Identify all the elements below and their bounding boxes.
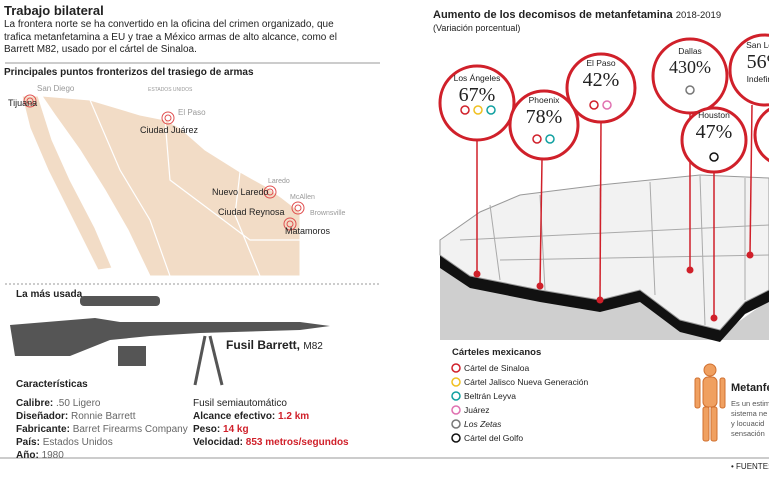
city: Matamoros — [285, 226, 331, 236]
legend-label: Los Zetas — [464, 419, 502, 429]
spec-label: Peso: — [193, 424, 221, 435]
spec-row: Diseñador: Ronnie Barrett — [16, 410, 188, 423]
spec-label: Velocidad: — [193, 437, 244, 448]
map-title: Principales puntos fronterizos del trasi… — [4, 67, 254, 78]
spec-value: .50 Ligero — [56, 398, 101, 409]
legend-title: Cárteles mexicanos — [452, 347, 542, 358]
side-line: sensación — [731, 429, 765, 438]
spec-row: Peso: 14 kg — [193, 423, 349, 436]
side-line: sistema ne — [731, 409, 768, 418]
rifle-heading: La más usada — [16, 289, 83, 300]
rifle — [10, 296, 330, 386]
callout-value: 67% — [458, 84, 496, 106]
legend-label: Cártel Jalisco Nueva Generación — [464, 377, 589, 387]
legend-label: Cártel del Golfo — [464, 433, 524, 443]
spec-value: Barret Firearms Company — [72, 424, 188, 435]
city: San Diego — [37, 84, 75, 93]
spec-label: Año: — [16, 450, 39, 461]
city: Ciudad Reynosa — [218, 207, 285, 217]
spec-label: Diseñador: — [16, 411, 69, 422]
callout-value: 47% — [695, 121, 733, 143]
city: Laredo — [268, 178, 290, 185]
spec-row: Fabricante: Barret Firearms Company — [16, 423, 188, 436]
city: Brownsville — [310, 210, 346, 217]
city: El Paso — [178, 108, 206, 117]
callout-city: Houston — [698, 110, 730, 120]
spec-value: Ronnie Barrett — [71, 411, 136, 422]
body-figure — [694, 363, 726, 442]
title: Trabajo bilateral — [4, 3, 104, 18]
callout-circles — [438, 33, 769, 174]
spec-label: Fabricante: — [16, 424, 70, 435]
cartel-dots — [460, 85, 719, 162]
legend-label: Beltrán Leyva — [464, 391, 516, 401]
callout-value: 42% — [582, 69, 620, 91]
city: Nuevo Laredo — [212, 187, 269, 197]
intro: La frontera norte se ha convertido en la… — [4, 19, 337, 55]
side-line: y locuacid — [731, 419, 765, 428]
specs-title: Características — [16, 379, 88, 390]
legend-label: Juárez — [464, 405, 490, 415]
spec-label: País: — [16, 437, 40, 448]
callout-city: Dallas — [678, 46, 702, 56]
right-title: Aumento de los decomisos de metanfetamin… — [433, 9, 721, 21]
spec-value: 14 kg — [223, 424, 249, 435]
city: Tijuana — [8, 98, 38, 108]
callout-city: San Louis — [746, 40, 769, 50]
callout-lines — [476, 104, 753, 318]
callout-city: Los Ángeles — [453, 73, 501, 83]
spec-label: Calibre: — [16, 398, 54, 409]
title-text: Aumento de los decomisos de metanfetamin… — [433, 9, 673, 21]
spec-value: 1.2 km — [278, 411, 310, 422]
city: Ciudad Juárez — [140, 125, 199, 135]
legend-dots — [451, 363, 461, 443]
source: • FUENTE: D — [731, 462, 769, 471]
spec-row: Calibre: .50 Ligero — [16, 397, 188, 410]
rifle-model: M82 — [303, 341, 323, 352]
callout-value: 56% — [746, 51, 769, 73]
specs: Calibre: .50 Ligero Diseñador: Ronnie Bar… — [16, 397, 188, 462]
state-lines — [89, 99, 171, 277]
callout-value: 78% — [525, 106, 563, 128]
mexico-region — [440, 258, 769, 340]
years: 2018-2019 — [675, 10, 722, 21]
rifle-name: Fusil Barrett, — [226, 338, 301, 352]
spec-row: País: Estados Unidos — [16, 436, 188, 449]
spec-value: 1980 — [41, 450, 64, 461]
spec-value: 853 metros/segundos — [245, 437, 349, 448]
targets — [23, 94, 305, 231]
usa — [439, 174, 769, 331]
spec-row: Año: 1980 — [16, 449, 188, 462]
spec-label: Alcance efectivo: — [193, 411, 276, 422]
side-line: Es un estim — [731, 399, 769, 408]
country: ESTADOS UNIDOS — [148, 87, 193, 93]
spec-value: Estados Unidos — [42, 437, 113, 448]
callout-city: El Paso — [586, 58, 616, 68]
state-lines — [234, 171, 261, 277]
legend-label: Cártel de Sinaloa — [464, 363, 530, 373]
baja-california — [21, 95, 113, 271]
mexico-north — [40, 95, 301, 277]
side-title: Metanfe — [731, 382, 769, 394]
subtitle: (Variación porcentual) — [433, 23, 521, 33]
rifle-kind: Fusil semiautomático — [193, 398, 287, 409]
end-dots — [473, 251, 754, 322]
spec-row: Velocidad: 853 metros/segundos — [193, 436, 349, 449]
state-lines — [164, 119, 300, 241]
city: McAllen — [290, 194, 315, 201]
performance: Alcance efectivo: 1.2 km Peso: 14 kg Veloc… — [193, 410, 349, 449]
spec-row: Alcance efectivo: 1.2 km — [193, 410, 349, 423]
callout-city: Phoenix — [528, 95, 560, 105]
callout-note: Indefinido — [746, 74, 769, 84]
callout-value: 430% — [669, 57, 711, 77]
